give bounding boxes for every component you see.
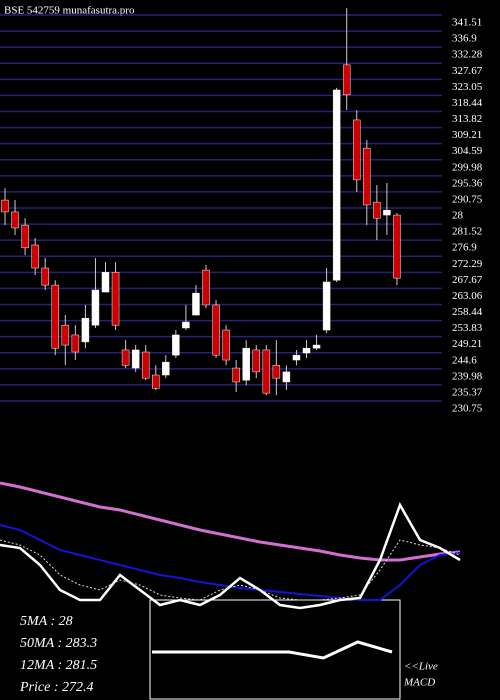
candle-body	[202, 269, 210, 306]
candle-body	[71, 334, 80, 353]
candle-body	[192, 292, 200, 316]
y-tick-label: 304.59	[452, 145, 483, 157]
candle-body	[393, 214, 401, 279]
candle-body	[373, 201, 381, 219]
candle-body	[232, 367, 240, 383]
y-tick-label: 332.28	[452, 49, 483, 61]
candle-body	[51, 284, 59, 349]
candle-body	[262, 349, 271, 394]
candle-body	[322, 281, 331, 331]
y-tick-label: 341.51	[452, 17, 482, 29]
y-tick-label: 263.06	[452, 290, 483, 302]
candle-body	[342, 64, 351, 96]
candle-body	[131, 349, 140, 369]
indicator-line	[0, 481, 461, 562]
macd-label: <<Live	[404, 661, 438, 673]
candle-body	[101, 271, 110, 293]
y-tick-label: 28	[452, 210, 464, 222]
candle-body	[11, 211, 19, 229]
candle-body	[152, 374, 160, 389]
y-tick-label: 281.52	[452, 226, 482, 238]
y-tick-label: 336.9	[452, 33, 477, 45]
y-tick-label: 258.44	[452, 306, 483, 318]
candle-body	[162, 361, 170, 376]
candle-body	[332, 89, 341, 281]
y-tick-label: 249.21	[452, 338, 482, 350]
candle-body	[41, 267, 49, 286]
y-tick-label: 299.98	[452, 161, 483, 173]
candle-body	[81, 317, 90, 343]
ma-label: Price : 272.4	[19, 680, 93, 695]
candle-body	[312, 344, 321, 349]
y-tick-label: 313.82	[452, 113, 482, 125]
candle-body	[242, 347, 250, 381]
candle-body	[121, 349, 130, 366]
y-tick-label: 323.05	[452, 81, 483, 93]
ma-label: 5MA : 28	[20, 614, 73, 629]
indicator-line	[0, 502, 461, 610]
candle-body	[111, 271, 120, 326]
candle-body	[172, 334, 180, 356]
candle-body	[353, 119, 361, 181]
chart-title: BSE 542759 munafasutra.pro	[4, 5, 135, 17]
y-tick-label: 253.83	[452, 322, 483, 334]
candle-body	[21, 224, 29, 249]
indicator-line	[152, 640, 393, 660]
candle-body	[61, 324, 70, 346]
candle-body	[363, 147, 371, 206]
candle-body	[182, 321, 190, 329]
y-tick-label: 295.36	[452, 177, 483, 189]
candle-body	[31, 244, 39, 269]
ma-label: 12MA : 281.5	[20, 658, 97, 673]
y-tick-label: 276.9	[452, 242, 477, 254]
candle-body	[91, 289, 100, 326]
candle-body	[272, 365, 281, 379]
y-tick-label: 230.75	[452, 403, 483, 415]
candle-body	[1, 199, 9, 213]
indicator-line	[0, 539, 461, 601]
y-tick-label: 239.98	[452, 370, 483, 382]
candle-body	[292, 354, 301, 361]
y-tick-label: 244.6	[452, 354, 477, 366]
candle-body	[282, 371, 291, 383]
y-tick-label: 267.67	[452, 274, 483, 286]
ma-label: 50MA : 283.3	[20, 636, 97, 651]
macd-label: MACD	[403, 677, 435, 689]
y-tick-label: 235.37	[452, 386, 483, 398]
y-tick-label: 309.21	[452, 129, 482, 141]
candle-body	[302, 347, 311, 354]
y-tick-label: 318.44	[452, 97, 483, 109]
candle-body	[141, 351, 150, 379]
candle-body	[212, 304, 220, 356]
candle-body	[252, 349, 260, 373]
candle-body	[222, 329, 230, 361]
y-tick-label: 272.29	[452, 258, 483, 270]
y-tick-label: 327.67	[452, 65, 483, 77]
candle-body	[383, 209, 391, 216]
y-tick-label: 290.75	[452, 193, 483, 205]
